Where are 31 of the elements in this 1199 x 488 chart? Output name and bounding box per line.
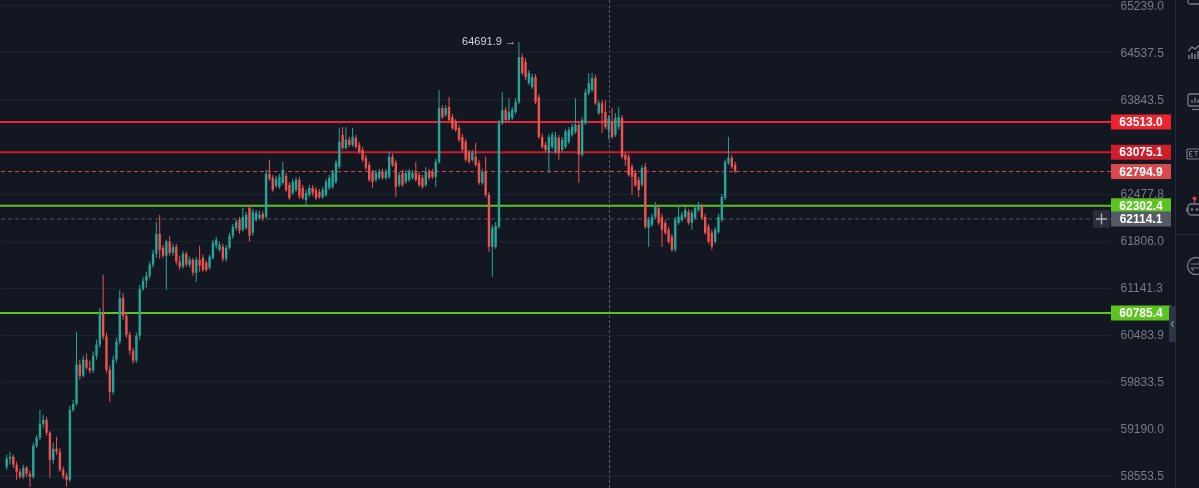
candlestick xyxy=(564,128,567,150)
y-tick-label: 60483.9 xyxy=(1120,328,1165,343)
y-tick-label: 58553.5 xyxy=(1120,469,1165,484)
y-tick-label: 59833.5 xyxy=(1120,375,1165,390)
candlestick xyxy=(524,57,527,81)
candlestick xyxy=(168,235,171,257)
annotation: 64691.9 → xyxy=(462,35,516,48)
candlestick xyxy=(464,138,467,163)
candlestick xyxy=(298,176,301,200)
ref-line-label: 63513.0 xyxy=(1119,115,1164,130)
candlestick xyxy=(198,245,201,273)
candlestick xyxy=(341,126,344,151)
candlestick xyxy=(175,243,178,266)
y-tick-label: 59190.0 xyxy=(1120,422,1165,437)
y-tick-label: 61141.3 xyxy=(1120,281,1164,296)
ref-line-label: 63075.1 xyxy=(1119,145,1164,160)
y-tick-label: 65239.0 xyxy=(1120,0,1165,13)
ref-line-label: 62794.9 xyxy=(1119,164,1164,179)
candlestick xyxy=(574,97,577,135)
candlestick xyxy=(554,131,557,155)
y-tick-label: 63843.5 xyxy=(1120,92,1165,107)
candlestick xyxy=(158,214,161,260)
ref-line-label: 60785.4 xyxy=(1119,306,1164,321)
candlestick xyxy=(604,99,607,130)
y-tick-label: 61806.0 xyxy=(1120,234,1165,249)
candlestick xyxy=(647,216,650,248)
candlestick xyxy=(351,127,354,148)
y-tick-label: 64537.5 xyxy=(1120,45,1165,60)
candlestick xyxy=(165,239,168,291)
ref-line-label: 62114.1 xyxy=(1119,211,1163,226)
candlestick xyxy=(491,224,494,278)
